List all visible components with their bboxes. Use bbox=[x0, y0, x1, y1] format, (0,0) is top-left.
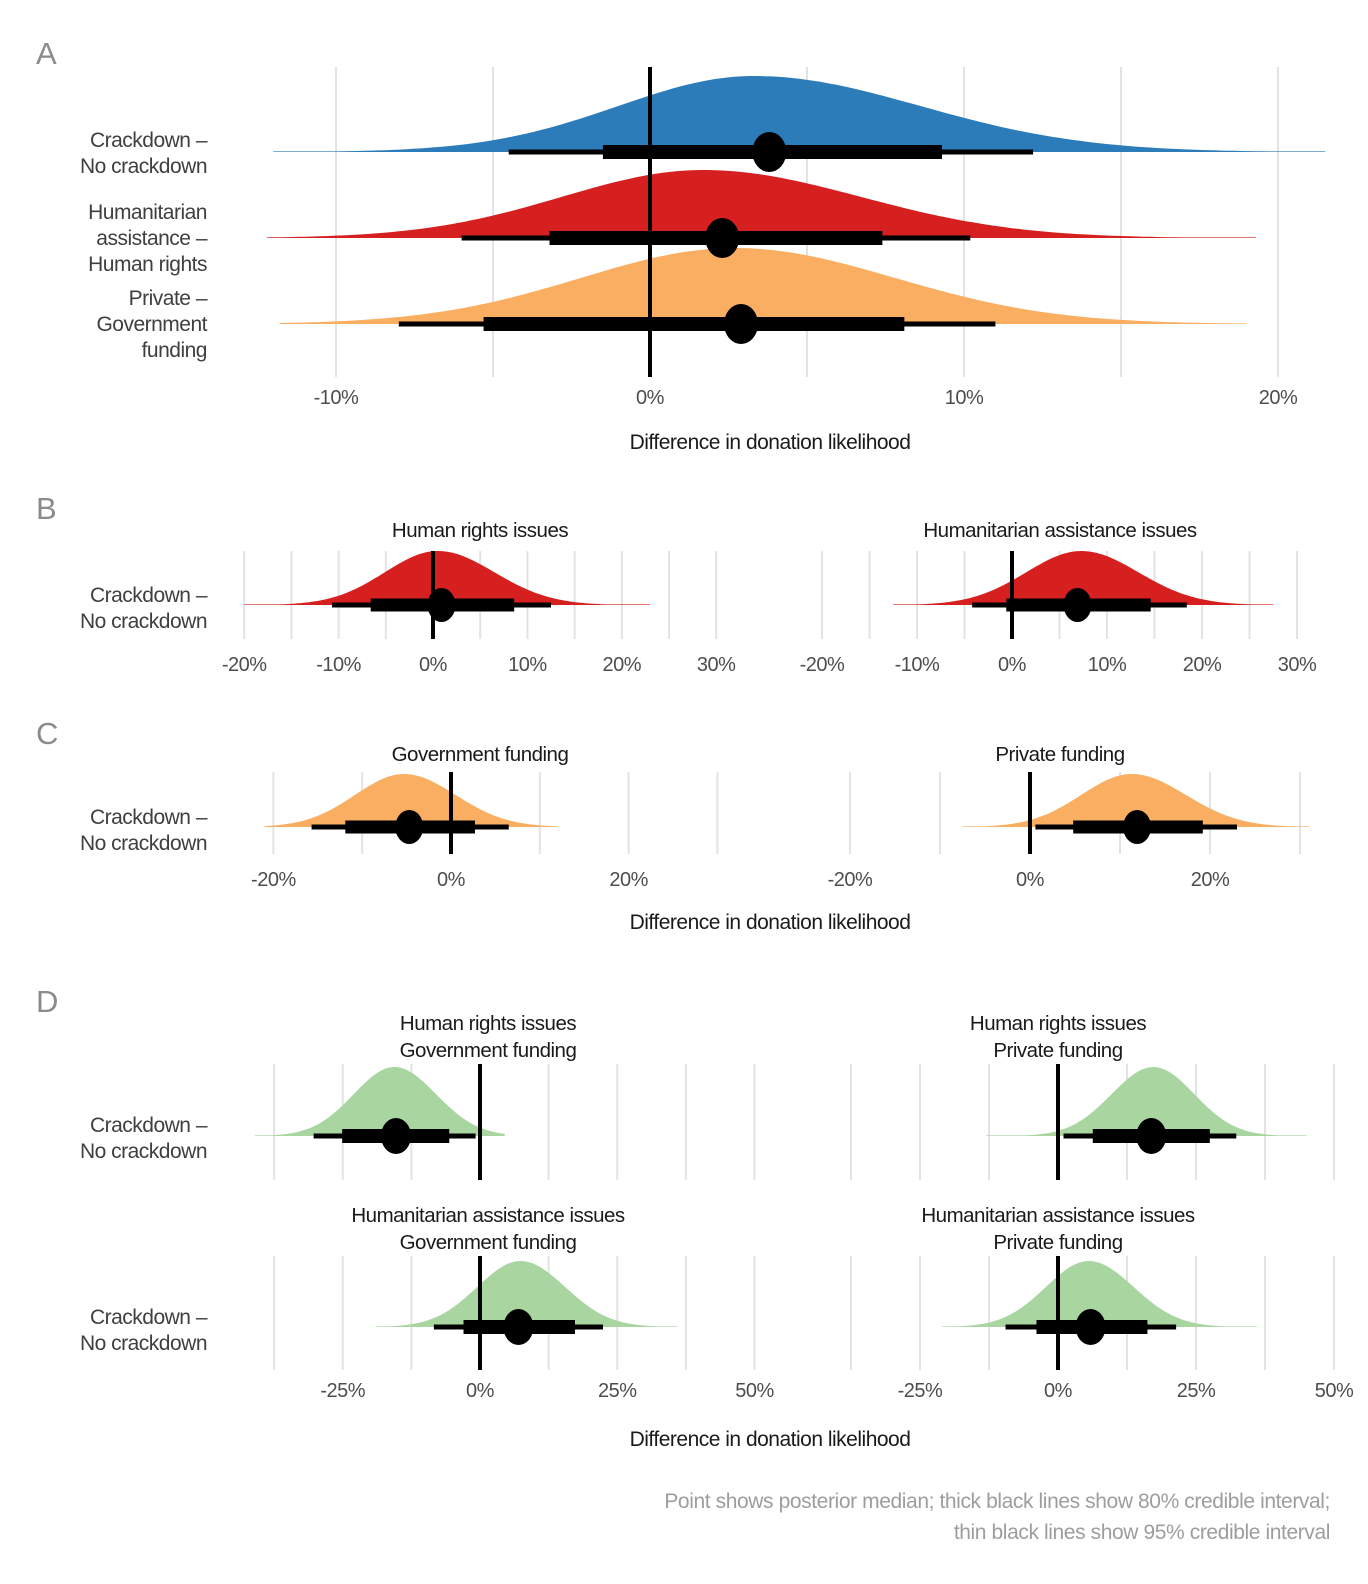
tick-label: -20% bbox=[222, 654, 267, 676]
tick-label: -10% bbox=[314, 387, 359, 409]
panel-letter-B: B bbox=[36, 491, 56, 526]
density-slab-B-0-0 bbox=[244, 551, 651, 605]
row-label: No crackdown bbox=[80, 1332, 207, 1355]
tick-label: -25% bbox=[320, 1380, 365, 1402]
tick-label: 0% bbox=[636, 387, 665, 409]
density-slab-D-3-0 bbox=[942, 1261, 1257, 1327]
row-label: Private – bbox=[129, 287, 208, 310]
tick-label: 50% bbox=[735, 1380, 774, 1402]
facet-title: Private funding bbox=[993, 1231, 1122, 1254]
row-label: No crackdown bbox=[80, 610, 207, 633]
row-label: Crackdown – bbox=[90, 1306, 208, 1329]
facet-title: Humanitarian assistance issues bbox=[923, 519, 1197, 542]
median-dot bbox=[705, 218, 740, 258]
facet-title: Government funding bbox=[392, 743, 569, 766]
tick-label: 0% bbox=[1016, 869, 1045, 891]
tick-label: 30% bbox=[1278, 654, 1317, 676]
facet-title: Human rights issues bbox=[400, 1012, 576, 1035]
density-slab-A-0-2 bbox=[279, 248, 1247, 324]
row-label: assistance – bbox=[96, 227, 208, 250]
tick-label: -25% bbox=[898, 1380, 943, 1402]
row-label: No crackdown bbox=[80, 155, 207, 178]
median-dot bbox=[1123, 810, 1152, 844]
median-dot bbox=[752, 132, 787, 172]
row-label: Crackdown – bbox=[90, 1114, 208, 1137]
tick-label: 10% bbox=[945, 387, 984, 409]
tick-label: 30% bbox=[697, 654, 736, 676]
tick-label: 20% bbox=[609, 869, 648, 891]
tick-label: 0% bbox=[466, 1380, 495, 1402]
density-slab-D-1-0 bbox=[986, 1067, 1307, 1136]
tick-label: 20% bbox=[603, 654, 642, 676]
density-slab-C-1-0 bbox=[962, 774, 1309, 827]
tick-label: 50% bbox=[1315, 1380, 1354, 1402]
tick-label: -10% bbox=[895, 654, 940, 676]
median-dot bbox=[724, 304, 759, 344]
row-label: funding bbox=[142, 339, 207, 362]
density-slab-C-0-0 bbox=[264, 774, 558, 827]
row-label: Human rights bbox=[88, 253, 207, 276]
density-slab-D-0-0 bbox=[254, 1067, 505, 1136]
facet-title: Government funding bbox=[400, 1039, 577, 1062]
facet-title: Private funding bbox=[993, 1039, 1122, 1062]
tick-label: -20% bbox=[800, 654, 845, 676]
median-dot bbox=[381, 1118, 412, 1154]
tick-label: 10% bbox=[1088, 654, 1127, 676]
median-dot bbox=[395, 810, 424, 844]
tick-label: 25% bbox=[1177, 1380, 1216, 1402]
panel-letter-D: D bbox=[36, 984, 58, 1019]
median-dot bbox=[427, 588, 456, 622]
tick-label: -20% bbox=[251, 869, 296, 891]
density-slab-A-0-1 bbox=[266, 170, 1256, 238]
tick-label: -20% bbox=[828, 869, 873, 891]
row-label: Crackdown – bbox=[90, 129, 208, 152]
caption-line1: Point shows posterior median; thick blac… bbox=[664, 1490, 1330, 1513]
tick-label: 20% bbox=[1259, 387, 1298, 409]
row-label: Government bbox=[96, 313, 207, 336]
tick-label: 0% bbox=[998, 654, 1027, 676]
row-label: No crackdown bbox=[80, 1140, 207, 1163]
row-label: Humanitarian bbox=[88, 201, 207, 224]
axis-title: Difference in donation likelihood bbox=[630, 911, 911, 934]
density-slab-D-2-0 bbox=[375, 1261, 678, 1327]
facet-title: Humanitarian assistance issues bbox=[921, 1204, 1195, 1227]
facet-title: Human rights issues bbox=[392, 519, 568, 542]
row-label: Crackdown – bbox=[90, 806, 208, 829]
tick-label: -10% bbox=[316, 654, 361, 676]
facet-title: Government funding bbox=[400, 1231, 577, 1254]
tick-label: 0% bbox=[419, 654, 448, 676]
row-label: No crackdown bbox=[80, 832, 207, 855]
median-dot bbox=[1063, 588, 1092, 622]
facet-title: Private funding bbox=[995, 743, 1124, 766]
axis-title: Difference in donation likelihood bbox=[630, 431, 911, 454]
tick-label: 25% bbox=[598, 1380, 637, 1402]
facet-title: Human rights issues bbox=[970, 1012, 1146, 1035]
tick-label: 0% bbox=[437, 869, 466, 891]
density-slab-A-0-0 bbox=[273, 76, 1326, 152]
facet-title: Humanitarian assistance issues bbox=[351, 1204, 625, 1227]
tick-label: 20% bbox=[1183, 654, 1222, 676]
axis-title: Difference in donation likelihood bbox=[630, 1428, 911, 1451]
panel-letter-C: C bbox=[36, 716, 58, 751]
median-dot bbox=[503, 1309, 534, 1345]
ci80-bar bbox=[483, 317, 905, 331]
caption-line2: thin black lines show 95% credible inter… bbox=[953, 1521, 1331, 1544]
panel-letter-A: A bbox=[36, 36, 57, 71]
tick-label: 10% bbox=[508, 654, 547, 676]
density-slab-B-1-0 bbox=[893, 551, 1274, 605]
row-label: Crackdown – bbox=[90, 584, 208, 607]
median-dot bbox=[1075, 1309, 1106, 1345]
median-dot bbox=[1136, 1118, 1167, 1154]
tick-label: 0% bbox=[1044, 1380, 1073, 1402]
tick-label: 20% bbox=[1191, 869, 1230, 891]
caption: Point shows posterior median; thick blac… bbox=[664, 1486, 1330, 1548]
